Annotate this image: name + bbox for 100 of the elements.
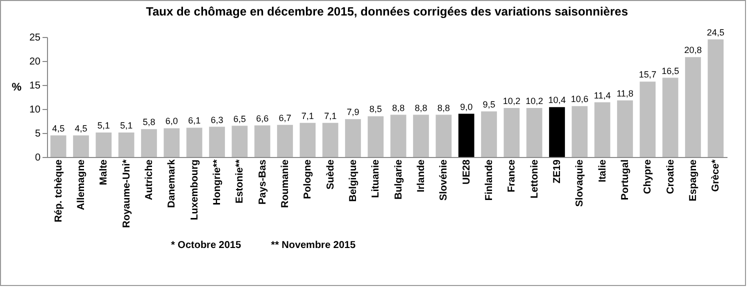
data-label: 7,1 — [301, 110, 314, 121]
y-tick-label: 25 — [29, 32, 41, 44]
chart-title: Taux de chômage en décembre 2015, données corrigées des variations saisonnières — [146, 4, 628, 18]
x-tick-label: Croatie — [665, 159, 676, 194]
x-tick-label: Malte — [98, 159, 110, 186]
x-tick-label: Espagne — [688, 159, 699, 202]
data-label: 4,5 — [52, 123, 65, 134]
x-tick-label: Bulgarie — [393, 159, 404, 200]
data-label: 6,5 — [233, 114, 246, 124]
bar — [96, 132, 112, 157]
data-label: 7,1 — [324, 110, 337, 121]
data-label: 6,7 — [278, 112, 292, 123]
y-tick-label: 5 — [34, 128, 41, 140]
bar — [345, 119, 361, 157]
bar — [186, 128, 202, 157]
x-tick-label: Portugal — [620, 159, 631, 200]
y-axis-title: % — [12, 82, 22, 94]
y-tick-label: 0 — [34, 152, 41, 164]
x-tick-label: Estonie** — [234, 159, 246, 204]
x-tick-label: Lettonie — [529, 159, 540, 198]
data-label: 7,9 — [346, 107, 360, 118]
x-tick-label: Lituanie — [370, 159, 382, 198]
x-tick-label: Chypre — [642, 159, 654, 194]
bar — [413, 114, 429, 157]
x-tick-label: Pays-Bas — [257, 159, 268, 205]
bar — [436, 114, 452, 157]
bar — [368, 116, 384, 157]
x-tick-label: Pologne — [302, 159, 314, 199]
data-label: 6,1 — [188, 116, 201, 126]
x-tick-label: Danemark — [166, 159, 178, 208]
bar — [254, 125, 270, 157]
x-tick-label: Royaume-Uni* — [121, 159, 132, 228]
bar — [594, 102, 610, 157]
x-tick-label: France — [506, 159, 518, 192]
bar — [209, 126, 225, 157]
bar — [708, 39, 724, 157]
bar — [300, 122, 316, 157]
bar — [481, 111, 497, 157]
data-label: 8,5 — [369, 104, 382, 114]
data-label: 9,0 — [460, 102, 473, 112]
x-tick-label: ZE19 — [552, 159, 563, 184]
text: ** Novembre 2015 — [271, 240, 356, 251]
data-label: 8,8 — [414, 102, 428, 113]
y-tick-label: 20 — [29, 56, 41, 68]
data-label: 10,4 — [548, 95, 566, 106]
data-label: 15,7 — [638, 70, 656, 80]
data-label: 8,8 — [437, 102, 450, 113]
data-label: 24,5 — [706, 27, 724, 38]
data-label: 20,8 — [684, 45, 702, 56]
bar — [504, 108, 520, 157]
data-label: 11,8 — [616, 88, 634, 98]
bar — [50, 135, 66, 157]
bar — [73, 135, 89, 157]
y-tick-label: 10 — [29, 104, 41, 116]
x-tick-label: Finlande — [484, 159, 495, 201]
bar — [526, 108, 542, 157]
x-tick-label: UE28 — [461, 159, 472, 185]
bar — [164, 128, 180, 157]
data-label: 6,6 — [256, 113, 269, 124]
bar — [640, 82, 656, 157]
bar — [662, 78, 678, 157]
x-tick-label: Italie — [597, 159, 608, 182]
bar — [322, 122, 338, 157]
data-label: 8,8 — [392, 102, 405, 113]
x-tick-label: Grèce* — [710, 159, 722, 192]
x-tick-label: Roumanie — [280, 159, 291, 208]
data-label: 11,4 — [594, 90, 611, 100]
bar — [617, 100, 633, 157]
x-tick-label: Hongrie** — [212, 159, 223, 206]
data-label: 6,3 — [210, 114, 224, 125]
bar — [572, 106, 588, 157]
bar — [458, 114, 474, 157]
bar — [232, 126, 248, 157]
data-label: 5,1 — [120, 120, 133, 131]
x-tick-label: Allemagne — [76, 159, 87, 210]
x-tick-label: Rép. tchèque — [53, 159, 64, 222]
x-tick-label: Luxembourg — [189, 160, 200, 220]
x-tick-label: Slovaquie — [574, 159, 586, 207]
data-label: 4,5 — [74, 123, 88, 134]
bar — [685, 57, 701, 157]
x-tick-label: Irlande — [416, 159, 427, 192]
bar — [118, 132, 134, 157]
bar — [277, 124, 293, 157]
x-tick-label: Autriche — [144, 159, 155, 200]
data-label: 10,2 — [526, 96, 544, 106]
x-tick-label: Belgique — [348, 159, 359, 202]
data-label: 5,1 — [97, 120, 110, 131]
data-label: 6,0 — [165, 116, 178, 126]
x-tick-label: Suède — [325, 159, 336, 190]
text: * Octobre 2015 — [171, 240, 242, 251]
y-tick-label: 15 — [29, 80, 41, 92]
data-label: 16,5 — [662, 66, 680, 76]
bar — [390, 114, 406, 157]
data-label: 5,8 — [142, 117, 156, 128]
x-tick-label: Slovénie — [438, 159, 450, 201]
data-label: 10,2 — [502, 96, 520, 106]
bar — [549, 107, 565, 157]
data-label: 9,5 — [482, 99, 496, 110]
bar — [141, 129, 157, 157]
data-label: 10,6 — [570, 94, 588, 104]
